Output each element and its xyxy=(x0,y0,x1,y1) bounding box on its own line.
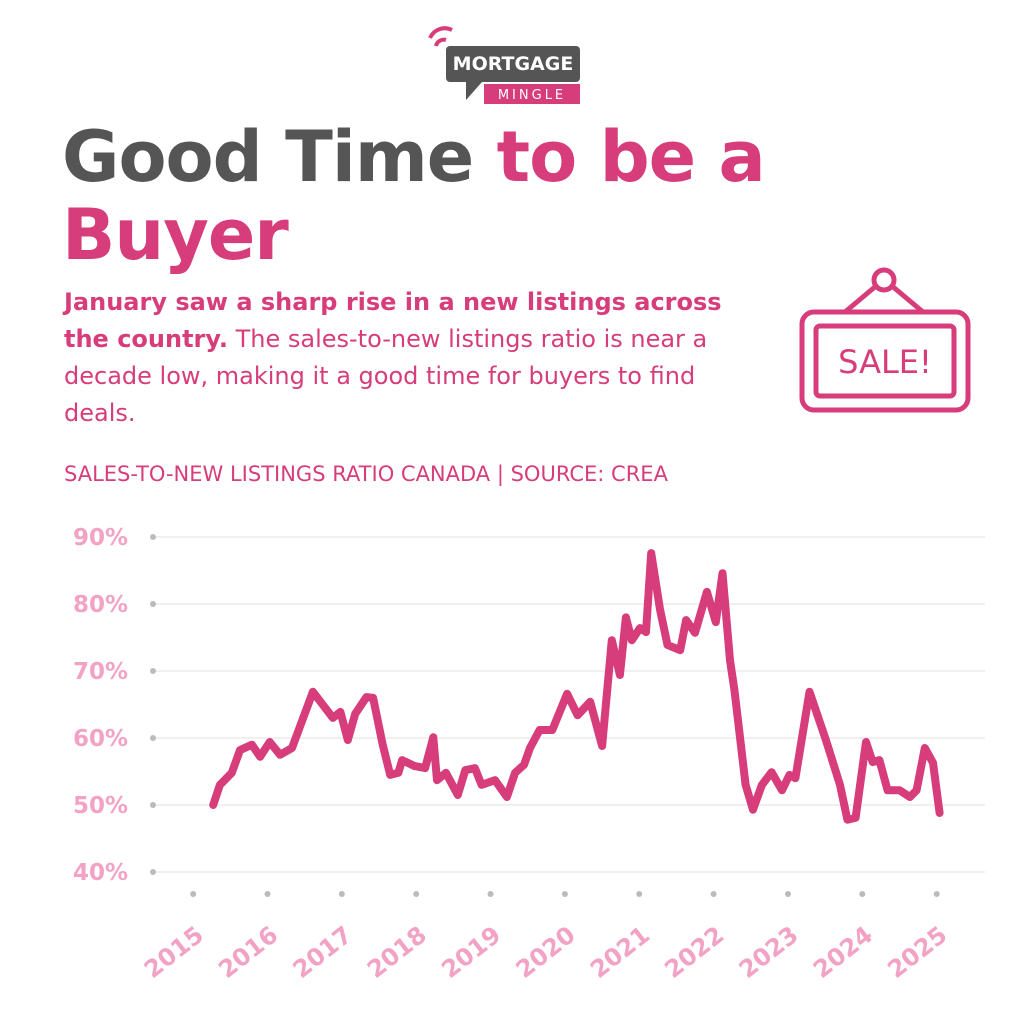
x-tick-dot xyxy=(190,891,197,897)
x-tick-label: 2022 xyxy=(659,921,729,984)
x-tick-label: 2025 xyxy=(882,921,952,984)
x-tick-label: 2015 xyxy=(139,921,209,984)
intro: January saw a sharp rise in a new listin… xyxy=(64,284,764,432)
y-tick-dot xyxy=(150,601,156,607)
x-tick-dot xyxy=(413,891,420,897)
x-tick-label: 2023 xyxy=(734,921,804,984)
x-tick-label: 2018 xyxy=(362,921,432,984)
x-tick-dot xyxy=(561,891,568,897)
x-tick-dot xyxy=(264,891,271,897)
chart: 40%50%60%70%80%90%2015 2016 2017 2018 2019 20… xyxy=(73,525,985,984)
x-tick-dot xyxy=(784,891,791,897)
y-tick-dot xyxy=(150,802,156,808)
y-tick-label: 60% xyxy=(73,726,128,752)
y-tick-dot xyxy=(150,668,156,674)
x-tick-label: 2024 xyxy=(808,921,878,984)
x-tick-dot xyxy=(338,891,345,897)
sign-text: SALE! xyxy=(838,343,932,381)
x-tick-label: 2017 xyxy=(288,921,358,984)
x-tick-dot xyxy=(933,891,940,897)
x-tick-label: 2020 xyxy=(511,921,581,984)
x-tick-label: 2021 xyxy=(585,921,655,984)
y-tick-label: 50% xyxy=(73,793,128,819)
line xyxy=(209,549,944,824)
chart-title: SALES-TO-NEW LISTINGS RATIO CANADA | SOU… xyxy=(64,462,668,486)
x-tick-label: 2016 xyxy=(213,921,283,984)
title-line2: Buyer xyxy=(62,194,289,276)
y-tick-label: 40% xyxy=(73,860,128,886)
logo-bottom: MINGLE xyxy=(498,88,566,103)
sale-sign: SALE! xyxy=(799,267,971,413)
y-tick-dot xyxy=(150,869,156,875)
y-tick-dot xyxy=(150,534,156,540)
intro-bold: January saw a sharp rise in a new listin… xyxy=(64,288,722,353)
x-tick-dot xyxy=(859,891,866,897)
intro-rest: The sales-to-new listings ratio is near … xyxy=(64,325,708,427)
y-tick-label: 80% xyxy=(73,592,128,618)
x-tick-label: 2019 xyxy=(436,921,506,984)
headline: Good Time to be a Buyer xyxy=(62,116,766,276)
y-tick-label: 90% xyxy=(73,525,128,551)
y-tick-dot xyxy=(150,735,156,741)
x-tick-dot xyxy=(636,891,643,897)
x-tick-dot xyxy=(487,891,494,897)
logo-top: MORTGAGE xyxy=(453,53,574,75)
x-tick-dot xyxy=(710,891,717,897)
title-accent: to be a xyxy=(496,116,766,198)
y-tick-label: 70% xyxy=(73,659,128,685)
title-dark: Good Time xyxy=(62,116,474,198)
logo: MORTGAGE MINGLE xyxy=(428,26,580,104)
